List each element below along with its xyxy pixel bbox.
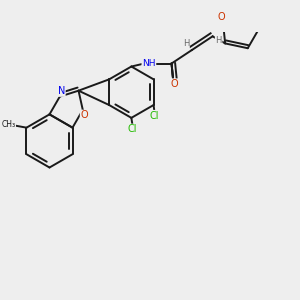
Text: H: H — [183, 39, 189, 48]
Text: Cl: Cl — [150, 111, 159, 121]
Text: N: N — [58, 86, 65, 96]
Text: CH₃: CH₃ — [1, 120, 15, 129]
Text: O: O — [218, 12, 225, 22]
Text: Cl: Cl — [128, 124, 137, 134]
Text: H: H — [215, 36, 222, 45]
Text: O: O — [171, 79, 178, 89]
Text: O: O — [80, 110, 88, 120]
Text: NH: NH — [142, 59, 156, 68]
